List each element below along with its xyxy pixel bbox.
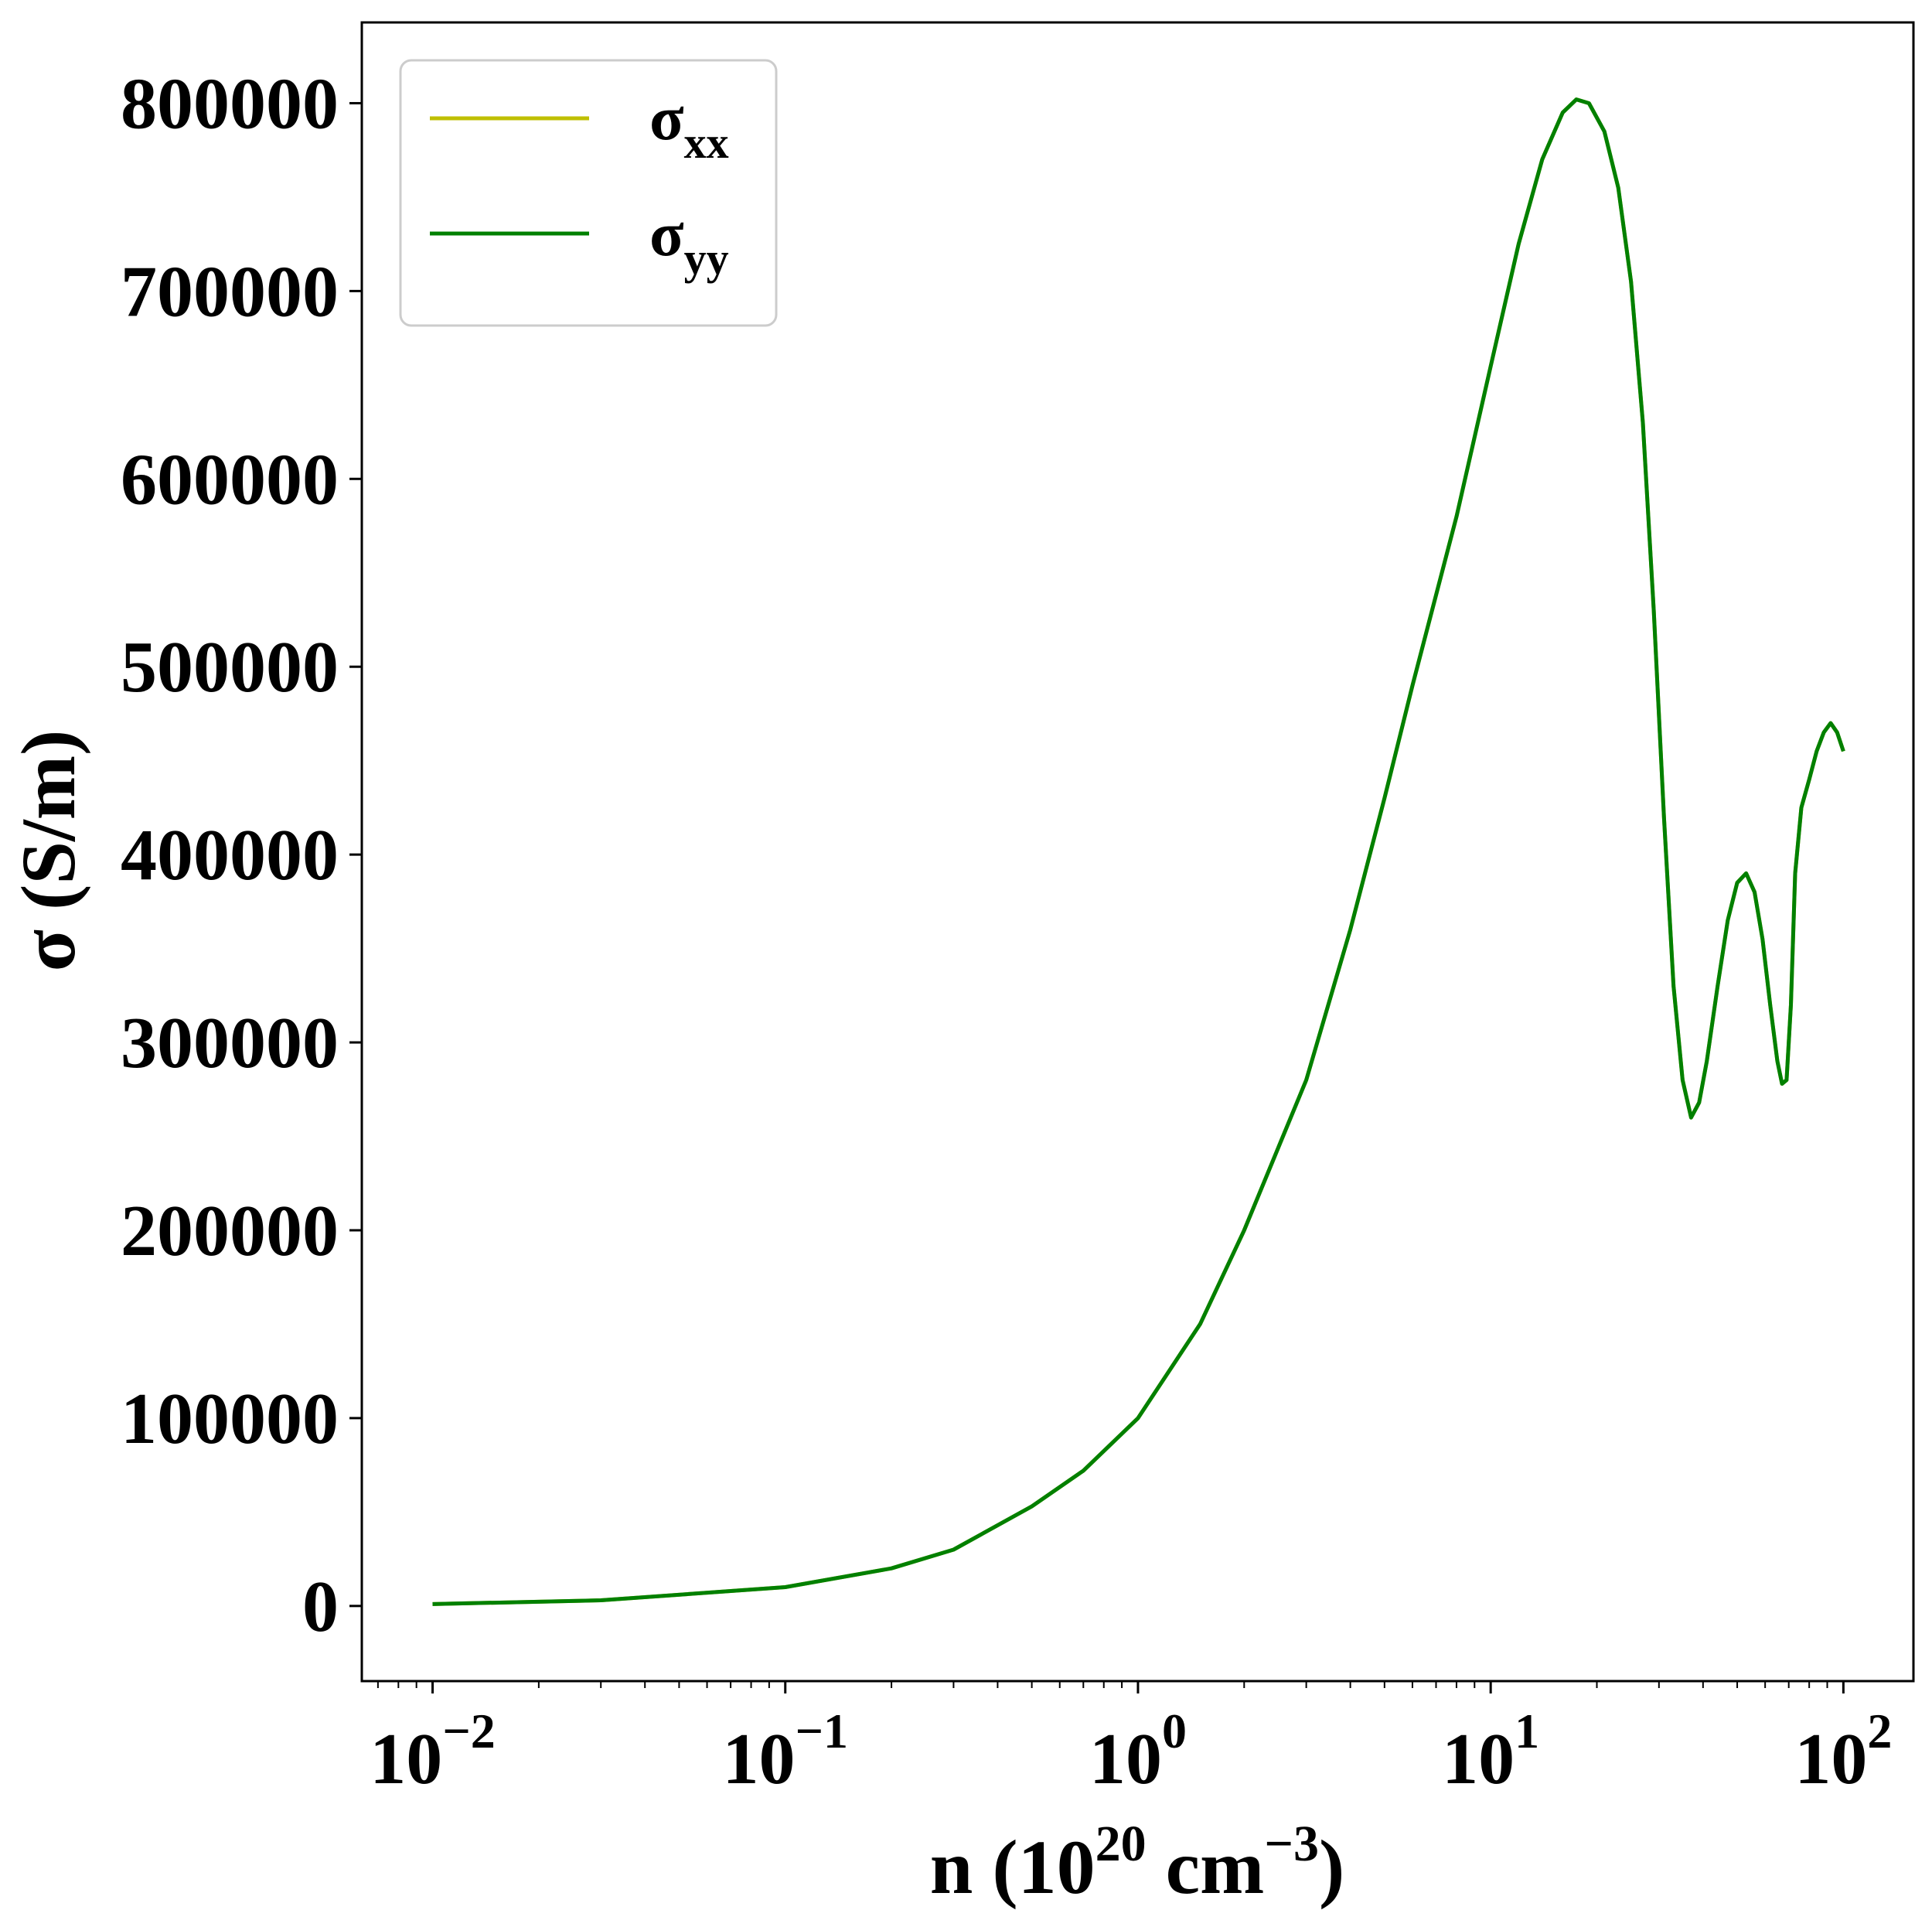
x-tick-label: 102 — [1794, 1704, 1892, 1799]
x-tick-label: 10−2 — [370, 1704, 495, 1799]
series-line-yy — [432, 97, 1845, 1606]
legend-box — [399, 59, 778, 327]
axis-ticks: 0 100000 200000 300000 400000 500000 600000 700… — [121, 63, 1892, 1799]
x-tick-label: 10−1 — [723, 1704, 848, 1799]
legend-entry-xx: σxx — [649, 83, 729, 168]
y-tick-label: 200000 — [121, 1191, 339, 1271]
y-tick-label: 700000 — [121, 251, 339, 332]
legend-entry-yy: σyy — [649, 199, 729, 284]
y-tick-label: 300000 — [121, 1003, 339, 1083]
y-tick-label: 100000 — [121, 1379, 339, 1459]
y-tick-label: 0 — [302, 1567, 339, 1647]
y-tick-label: 600000 — [121, 439, 339, 520]
x-tick-label: 101 — [1442, 1704, 1539, 1799]
legend: σxx σyy — [399, 59, 778, 327]
x-axis-label: n (1020 cm−3) — [930, 1816, 1345, 1910]
x-tick-label: 100 — [1089, 1704, 1187, 1799]
y-tick-label: 400000 — [121, 815, 339, 895]
series-lines — [432, 97, 1845, 1606]
y-tick-label: 500000 — [121, 627, 339, 708]
y-tick-label: 800000 — [121, 63, 339, 144]
y-axis-label: σ (S/m) — [5, 730, 91, 972]
